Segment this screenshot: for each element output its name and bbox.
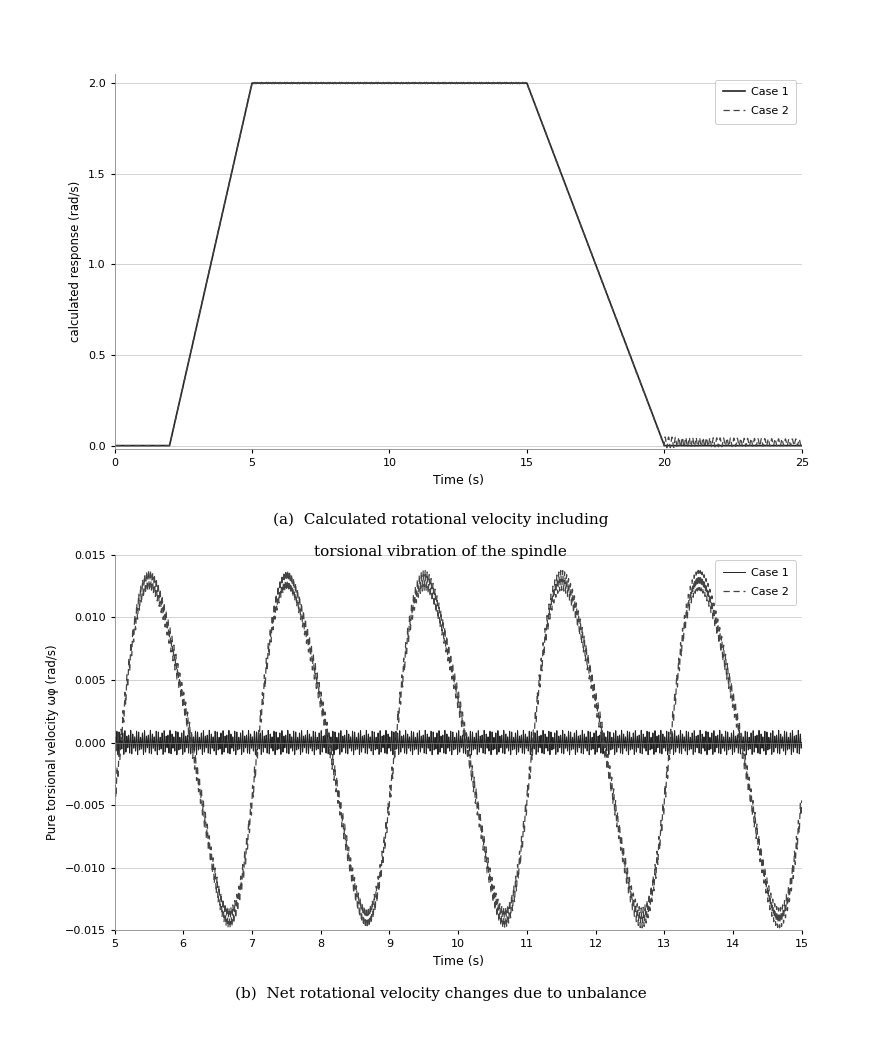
Y-axis label: calculated response (rad/s): calculated response (rad/s): [70, 181, 82, 342]
Line: Case 1: Case 1: [115, 84, 802, 446]
Case 1: [796, 440, 807, 452]
Y-axis label: Pure torsional velocity ωφ (rad/s): Pure torsional velocity ωφ (rad/s): [46, 645, 59, 840]
Case 2: [625, 889, 635, 902]
X-axis label: Time (s): Time (s): [433, 954, 484, 968]
Case 2: [225, 922, 235, 934]
Line: Case 2: Case 2: [115, 571, 802, 928]
Case 1: [247, 77, 257, 90]
Case 1: [667, 727, 677, 740]
Case 1: [109, 737, 120, 749]
Case 2: [109, 440, 120, 452]
Case 2: [602, 288, 612, 300]
Case 1: [109, 440, 120, 452]
Case 1: [693, 747, 704, 760]
Case 1: [459, 724, 470, 737]
Case 2: [551, 153, 561, 166]
Case 1: [186, 745, 196, 758]
Line: Case 1: Case 1: [115, 730, 802, 755]
Case 2: [280, 564, 291, 577]
Case 2: [667, 707, 677, 720]
Case 1: [602, 288, 612, 300]
Case 2: [329, 763, 340, 776]
Case 1: [329, 734, 340, 746]
Text: (a)  Calculated rotational velocity including: (a) Calculated rotational velocity inclu…: [273, 513, 608, 527]
Case 2: [662, 442, 672, 455]
Text: (b)  Net rotational velocity changes due to unbalance: (b) Net rotational velocity changes due …: [234, 986, 647, 1001]
Case 2: [796, 435, 807, 448]
Case 2: [109, 794, 120, 806]
Legend: Case 1, Case 2: Case 1, Case 2: [715, 79, 796, 124]
Case 2: [434, 77, 445, 90]
Case 1: [280, 77, 291, 90]
Text: torsional vibration of the spindle: torsional vibration of the spindle: [314, 544, 567, 559]
Case 1: [434, 77, 445, 90]
Line: Case 2: Case 2: [115, 82, 802, 448]
Case 2: [339, 76, 350, 89]
Case 1: [447, 748, 457, 761]
Case 1: [796, 737, 807, 749]
Legend: Case 1, Case 2: Case 1, Case 2: [715, 560, 796, 605]
Case 2: [717, 651, 728, 664]
Case 2: [796, 794, 807, 806]
Case 2: [525, 86, 536, 98]
Case 1: [551, 153, 561, 166]
Case 1: [751, 440, 762, 452]
X-axis label: Time (s): Time (s): [433, 474, 484, 487]
Case 2: [752, 434, 763, 447]
Case 1: [625, 737, 635, 749]
Case 2: [280, 77, 291, 90]
Case 1: [717, 740, 728, 753]
Case 2: [186, 739, 196, 752]
Case 1: [525, 86, 536, 98]
Case 2: [693, 583, 704, 596]
